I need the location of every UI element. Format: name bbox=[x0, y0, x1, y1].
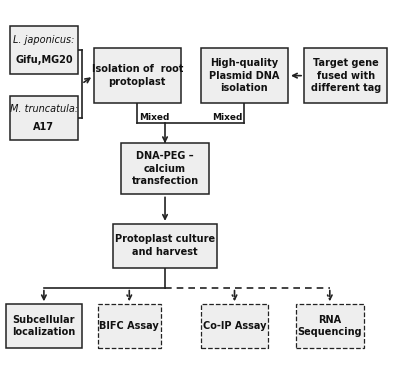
Text: Mixed: Mixed bbox=[139, 113, 170, 122]
FancyBboxPatch shape bbox=[201, 304, 268, 348]
FancyBboxPatch shape bbox=[201, 48, 288, 103]
FancyBboxPatch shape bbox=[304, 48, 387, 103]
FancyBboxPatch shape bbox=[121, 143, 209, 195]
Text: Mixed: Mixed bbox=[212, 113, 242, 122]
Text: RNA
Sequencing: RNA Sequencing bbox=[298, 315, 362, 337]
FancyBboxPatch shape bbox=[10, 26, 78, 74]
Text: High-quality
Plasmid DNA
isolation: High-quality Plasmid DNA isolation bbox=[209, 58, 280, 93]
FancyBboxPatch shape bbox=[98, 304, 161, 348]
FancyBboxPatch shape bbox=[10, 96, 78, 139]
Text: A17: A17 bbox=[34, 122, 54, 132]
Text: Gifu,MG20: Gifu,MG20 bbox=[15, 55, 73, 65]
Text: BIFC Assay: BIFC Assay bbox=[100, 321, 159, 331]
FancyBboxPatch shape bbox=[296, 304, 364, 348]
FancyBboxPatch shape bbox=[94, 48, 181, 103]
Text: M. truncatula:: M. truncatula: bbox=[10, 103, 78, 114]
Text: Co-IP Assay: Co-IP Assay bbox=[203, 321, 266, 331]
Text: DNA-PEG –
calcium
transfection: DNA-PEG – calcium transfection bbox=[132, 152, 198, 186]
Text: L. japonicus:: L. japonicus: bbox=[13, 35, 74, 45]
Text: Protoplast culture
and harvest: Protoplast culture and harvest bbox=[115, 235, 215, 257]
Text: Isolation of  root
protoplast: Isolation of root protoplast bbox=[92, 65, 183, 87]
FancyBboxPatch shape bbox=[6, 304, 82, 348]
Text: Subcellular
localization: Subcellular localization bbox=[12, 315, 76, 337]
FancyBboxPatch shape bbox=[113, 224, 217, 268]
Text: Target gene
fused with
different tag: Target gene fused with different tag bbox=[310, 58, 381, 93]
